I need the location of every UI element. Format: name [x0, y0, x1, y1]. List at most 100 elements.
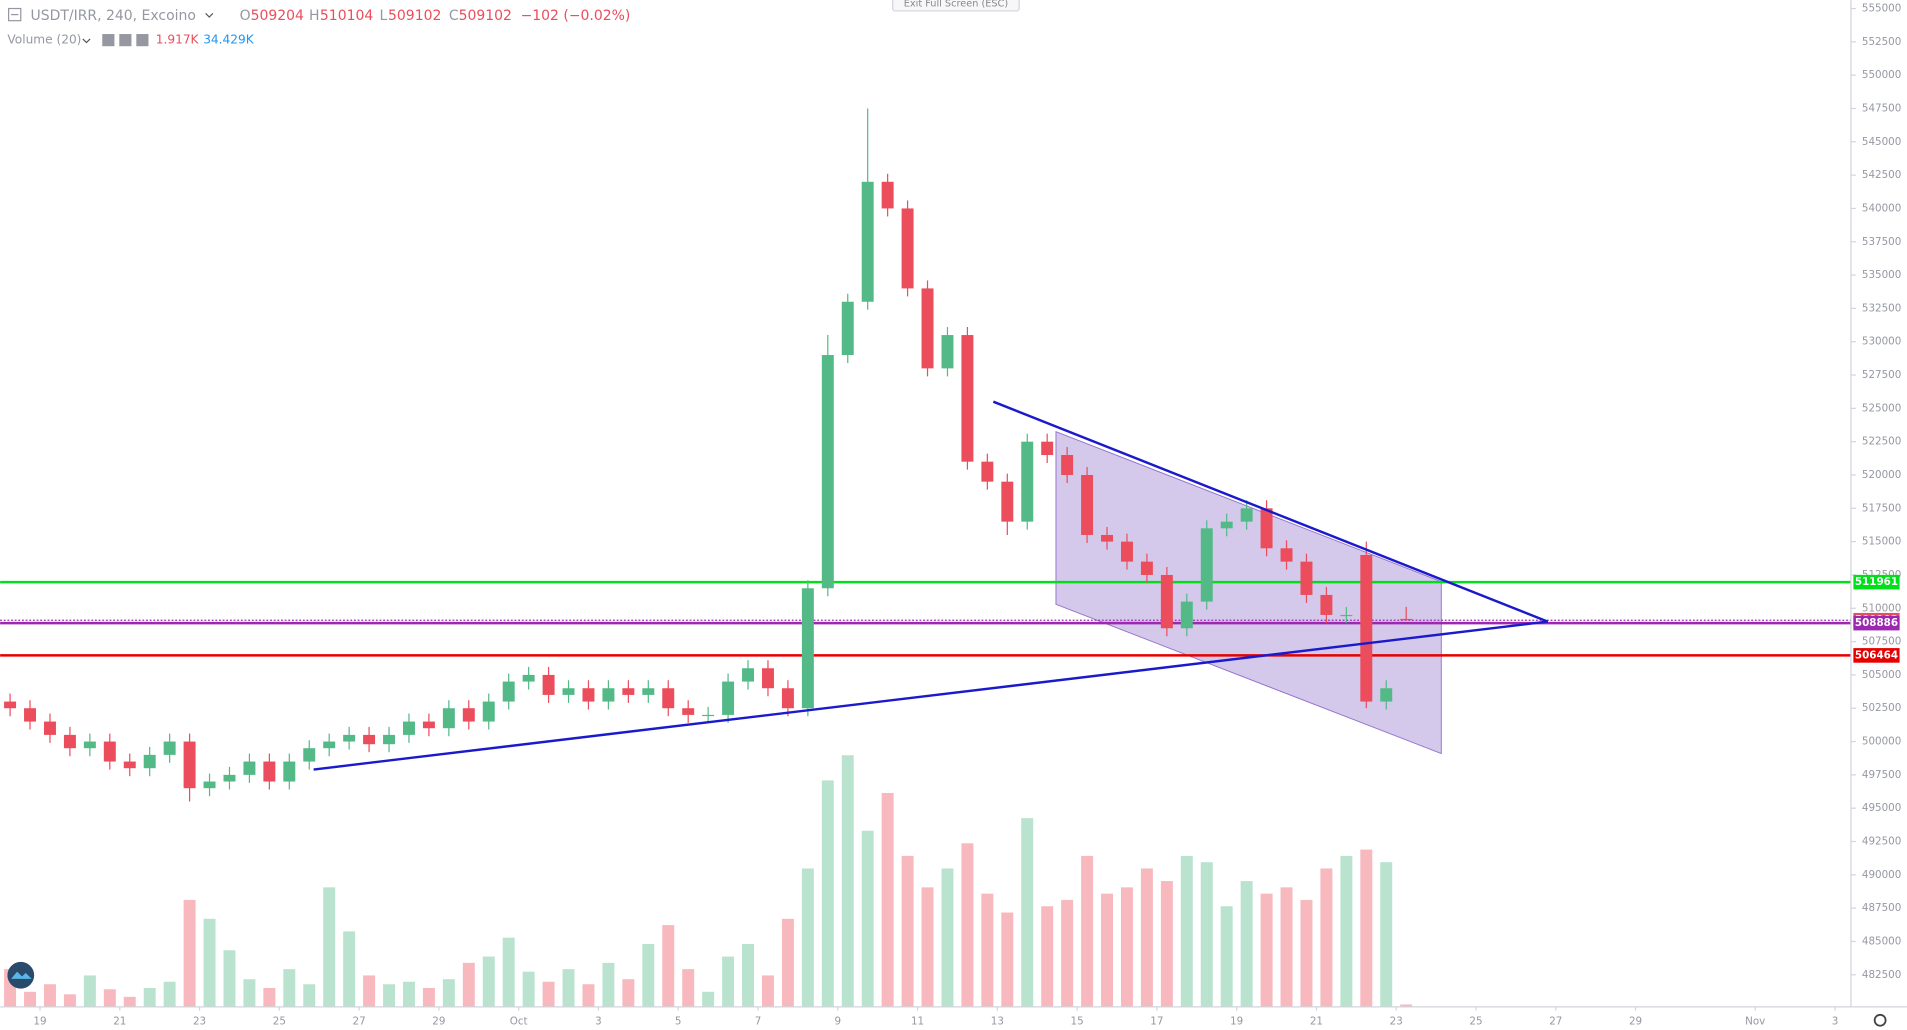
candle-body [1220, 521, 1233, 529]
volume-bar [1300, 899, 1313, 1007]
candle-body [63, 734, 76, 749]
candle-body [83, 741, 96, 749]
candle-body [4, 701, 17, 709]
volume-bar [961, 843, 974, 1007]
candle-body [1240, 508, 1253, 522]
candle-body [383, 734, 396, 745]
candle-body [861, 181, 874, 302]
ohlc-label: C [449, 8, 459, 24]
volume-bar [1001, 912, 1014, 1007]
volume-bar [981, 893, 994, 1007]
x-tick-label: 21 [1310, 1015, 1323, 1027]
volume-bar [1021, 818, 1034, 1007]
candle-body [163, 741, 176, 755]
y-tick-label: 545000 [1862, 136, 1901, 148]
candle-body [1340, 614, 1353, 617]
y-tick-label: 552500 [1862, 36, 1901, 48]
eye-icon[interactable] [102, 34, 115, 47]
volume-bar [1320, 868, 1333, 1007]
x-tick-label: 23 [193, 1015, 206, 1027]
candle-body [283, 761, 296, 782]
volume-bar [582, 984, 595, 1007]
close-icon[interactable] [136, 34, 149, 47]
candle-body [502, 681, 515, 702]
level-label-bg [1853, 574, 1900, 590]
x-tick-label: 15 [1071, 1015, 1084, 1027]
volume-bar [243, 979, 256, 1007]
time-axis [0, 1006, 1907, 1030]
plot-area [0, 108, 1851, 1007]
channel [1055, 430, 1442, 755]
y-tick-label: 527500 [1862, 369, 1901, 381]
volume-bar [203, 918, 216, 1007]
dropdown-icon[interactable] [205, 12, 214, 18]
y-tick-label: 537500 [1862, 236, 1901, 248]
candle-body [702, 714, 715, 717]
candle-body [542, 674, 555, 695]
volume-bar [562, 969, 575, 1007]
ohlc-value: 509102 [459, 8, 512, 24]
volume-bar [482, 956, 495, 1007]
volume-bar [1061, 899, 1074, 1007]
candle-body [43, 721, 56, 735]
candle-body [781, 688, 794, 709]
y-tick-label: 485000 [1862, 935, 1901, 947]
trendline [313, 620, 1548, 771]
y-tick-label: 487500 [1862, 902, 1901, 914]
volume-bar [1240, 881, 1253, 1007]
x-tick-label: 7 [755, 1015, 762, 1027]
x-tick-label: Nov [1745, 1015, 1765, 1027]
candle-body [821, 355, 834, 589]
settings-icon[interactable] [119, 34, 132, 47]
candle-body [662, 688, 675, 709]
volume-bar [781, 918, 794, 1007]
y-tick-label: 515000 [1862, 536, 1901, 548]
volume-bar [143, 988, 156, 1007]
dropdown-icon[interactable] [82, 38, 91, 44]
volume-bar [43, 984, 56, 1007]
exit-fullscreen-button[interactable] [892, 0, 1020, 12]
candle-body [422, 721, 435, 729]
y-tick-label: 502500 [1862, 702, 1901, 714]
candle-body [1400, 618, 1413, 621]
settings-gear[interactable] [1873, 1013, 1887, 1027]
y-tick-label: 510000 [1862, 602, 1901, 614]
candle-body [482, 701, 495, 722]
volume-indicator[interactable]: Volume (20) [7, 33, 81, 47]
volume-bar [742, 943, 755, 1007]
volume-bar [263, 988, 276, 1007]
y-tick-label: 482500 [1862, 969, 1901, 981]
volume-bar [1081, 855, 1094, 1007]
candle-body [103, 741, 116, 762]
candle-body [462, 708, 475, 722]
collapse-icon[interactable] [8, 7, 22, 22]
volume-bar [363, 975, 376, 1007]
x-tick-label: 27 [1549, 1015, 1562, 1027]
x-tick-label: 25 [273, 1015, 286, 1027]
x-tick-label: 11 [911, 1015, 924, 1027]
y-tick-label: 490000 [1862, 869, 1901, 881]
candle-body [642, 688, 655, 695]
x-tick-label: 5 [675, 1015, 682, 1027]
candle-body [562, 688, 575, 695]
change: −102 (−0.02%) [521, 8, 631, 24]
volume-bar [702, 991, 715, 1007]
volume-bar [383, 984, 396, 1007]
volume-bar [1400, 1004, 1413, 1007]
volume-bar [622, 979, 635, 1007]
exit-fullscreen-label[interactable]: Exit Full Screen (ESC) [904, 0, 1008, 10]
volume-bar [841, 755, 854, 1007]
x-tick-label: 19 [33, 1015, 46, 1027]
volume-bar [183, 899, 196, 1007]
volume-bar [4, 969, 17, 1007]
candle-body [442, 708, 455, 729]
level-label-bg [1853, 615, 1900, 631]
symbol-title[interactable]: USDT/IRR, 240, Excoino [31, 8, 196, 24]
candle-body [123, 761, 136, 769]
volume-bar [223, 950, 236, 1007]
volume-bar [502, 937, 515, 1007]
candle-body [1061, 455, 1074, 475]
y-tick-label: 517500 [1862, 502, 1901, 514]
